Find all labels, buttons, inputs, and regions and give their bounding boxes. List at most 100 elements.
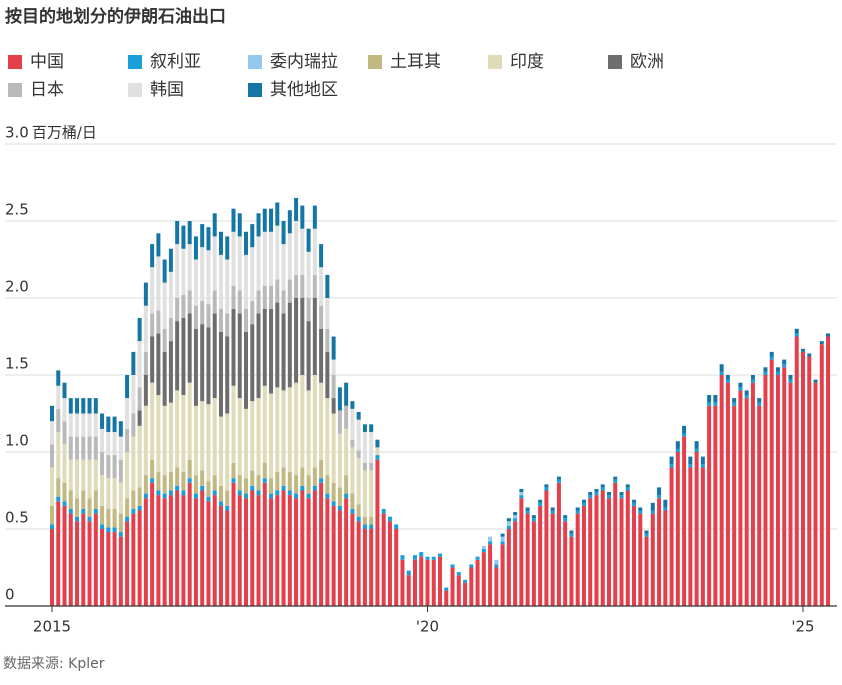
bar-segment [594,495,599,606]
bar-segment [519,488,524,493]
bar-segment [75,398,80,414]
bar-segment [669,464,674,468]
bar-segment [256,398,261,476]
bar-segment [707,395,712,403]
bar-segment [719,364,724,372]
bar-segment [56,496,61,502]
bar-segment [287,233,292,280]
bar-segment [275,387,280,473]
bar-segment [212,398,217,476]
bar-segment [725,379,730,383]
bar-segment [131,490,136,509]
bar-segment [100,505,105,525]
bar-segment [212,213,217,237]
bar-segment [212,313,217,399]
bar-segment [100,475,105,506]
x-tick-label: '25 [791,618,814,636]
bar-segment [156,395,161,473]
bar-segment [244,498,249,606]
bar-segment [525,510,530,514]
bar-segment [513,518,518,522]
bar-segment [306,493,311,499]
bar-segment [588,498,593,606]
bar-segment [162,351,167,406]
bar-segment [669,456,674,465]
bar-segment [337,433,342,488]
bar-segment [231,482,236,606]
bar-segment [206,304,211,328]
bar-segment [700,456,705,465]
bar-segment [294,298,299,383]
bar-segment [262,385,267,463]
bar-segment [419,556,424,606]
bar-segment [93,513,98,606]
bar-segment [193,236,198,260]
bar-segment [613,476,618,480]
bar-segment [312,298,317,375]
bar-segment [782,359,787,365]
bar-segment [93,398,98,414]
bar-segment [250,470,255,486]
bar-segment [312,490,317,606]
bar-segment [488,536,493,542]
bar-segment [350,493,355,509]
bar-segment [181,395,186,473]
bar-segment [56,408,61,432]
bar-segment [275,202,280,226]
bar-segment [556,482,561,606]
bar-segment [362,516,367,525]
bar-segment [312,375,317,468]
bar-segment [400,555,405,560]
bar-segment [143,475,148,494]
bar-segment [193,259,198,306]
bar-segment [657,495,662,499]
bar-segment [162,328,167,352]
bar-segment [606,492,611,496]
bar-segment [193,305,198,329]
bar-segment [312,228,317,275]
bar-segment [244,308,249,332]
bar-segment [650,502,655,511]
bar-segment [362,424,367,432]
bar-segment [319,267,324,306]
bar-segment [206,327,211,405]
bar-segment [594,492,599,496]
bar-segment [782,364,787,368]
bar-segment [93,413,98,437]
bar-segment [344,498,349,606]
bar-segment [675,452,680,606]
bar-segment [162,493,167,499]
bar-segment [475,556,480,560]
bar-segment [425,556,430,560]
bar-segment [644,533,649,537]
bar-segment [81,508,86,514]
bar-segment [356,458,361,505]
bar-segment [218,505,223,606]
bar-segment [506,525,511,529]
bar-segment [356,411,361,420]
bar-segment [68,490,73,509]
bar-segment [162,498,167,606]
bar-segment [81,490,86,509]
bar-segment [68,513,73,606]
bar-segment [431,556,436,560]
bar-segment [325,298,330,329]
bar-segment [193,405,198,476]
bar-segment [713,405,718,606]
bar-segment [331,413,336,483]
bar-segment [394,529,399,606]
bar-segment [337,410,342,434]
bar-segment [644,530,649,534]
bar-segment [769,356,774,360]
bar-segment [225,510,230,606]
bar-segment [137,510,142,606]
bar-segment [638,507,643,511]
bar-segment [150,313,155,337]
legend-label: 土耳其 [390,52,441,72]
bar-segment [181,495,186,606]
bar-segment [300,490,305,606]
bar-segment [231,285,236,309]
bar-segment [237,213,242,237]
bar-segment [719,371,724,375]
bar-segment [300,298,305,375]
